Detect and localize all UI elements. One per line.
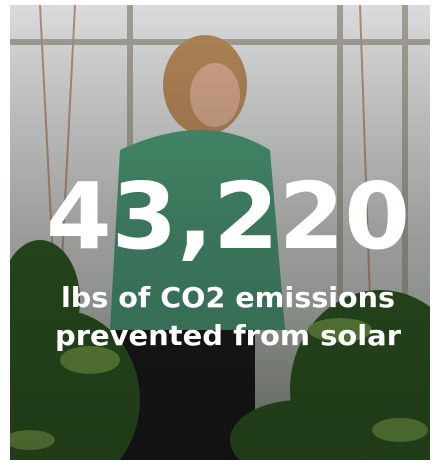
stat-caption: prevented from solar — [55, 319, 401, 352]
stat-caption: lbs of CO2 emissions — [61, 281, 395, 314]
stat-card: 43,220 lbs of CO2 emissions prevented fr… — [0, 0, 438, 468]
stat-value: 43,220 — [46, 163, 410, 270]
page: 43,220 lbs of CO2 emissions prevented fr… — [0, 0, 438, 468]
